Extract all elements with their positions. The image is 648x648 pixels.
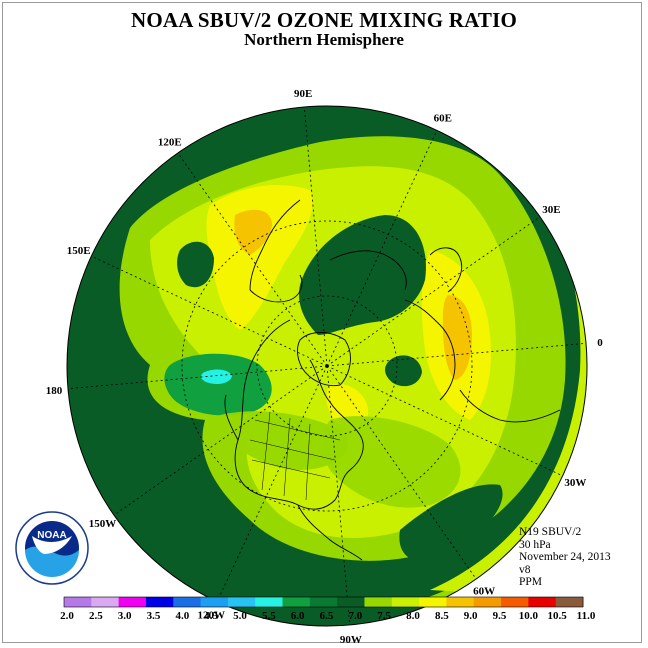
colorbar-label: 2.0: [60, 610, 74, 622]
version-label: v8: [519, 563, 531, 576]
date-label: November 24, 2013: [519, 551, 611, 563]
colorbar-label: 4.5: [204, 610, 218, 622]
colorbar-swatch: [64, 597, 92, 607]
colorbar-swatch: [419, 597, 447, 607]
meridian-line: [216, 365, 328, 602]
longitude-label: 150W: [89, 518, 117, 530]
colorbar-label: 10.5: [548, 610, 568, 622]
longitude-label: 150E: [67, 245, 91, 257]
meridian-line: [326, 365, 477, 580]
colorbar-swatch: [309, 597, 338, 607]
colorbar-label: 3.5: [147, 610, 161, 622]
colorbar-swatch: [473, 597, 502, 607]
longitude-label: 60W: [473, 585, 495, 597]
noaa-logo: NOAA: [15, 511, 89, 585]
longitude-label: 120E: [158, 137, 182, 149]
meridian-line: [326, 342, 587, 367]
pressure-level: 30 hPa: [519, 538, 551, 551]
chart-subtitle: Northern Hemisphere: [244, 30, 404, 49]
colorbar-label: 3.0: [118, 610, 132, 622]
coastlines: [224, 199, 561, 561]
colorbar-swatch: [391, 597, 420, 607]
colorbar-label: 6.5: [320, 610, 334, 622]
meridian-line: [326, 365, 563, 477]
colorbar-swatch: [501, 597, 529, 607]
colorbar-label: 5.0: [233, 610, 247, 622]
longitude-label: 30W: [564, 477, 586, 489]
meridian-line: [326, 365, 351, 626]
instrument-label: N19 SBUV/2: [519, 526, 582, 538]
longitude-label: 30E: [542, 204, 560, 216]
longitude-labels: 90E 60E 30E 0 30W 60W 90W 120W 150W 180 150E 120E: [46, 88, 603, 646]
colorbar-label: 4.0: [175, 610, 189, 622]
longitude-label: 60E: [434, 113, 452, 125]
meridian-line: [326, 130, 438, 367]
meridian-line: [67, 365, 328, 390]
colorbar-label: 11.0: [577, 610, 596, 622]
colorbar-label: 10.0: [519, 610, 539, 622]
meridian-line: [91, 255, 328, 367]
longitude-label: 90E: [294, 88, 312, 100]
colorbar-swatch: [255, 597, 284, 607]
colorbar-label: 7.0: [348, 610, 362, 622]
colorbar-swatch: [528, 597, 557, 607]
colorbar-label: 2.5: [89, 610, 103, 622]
colorbar-label: 7.5: [377, 610, 391, 622]
colorbar-swatch: [446, 597, 475, 607]
colorbar-swatch: [145, 597, 174, 607]
longitude-label: 180: [46, 385, 63, 397]
colorbar-swatch: [227, 597, 256, 607]
colorbar-label: 5.5: [262, 610, 276, 622]
longitude-label: 0: [597, 337, 603, 349]
colorbar-swatch: [173, 597, 202, 607]
info-block: N19 SBUV/2 30 hPa November 24, 2013 v8 P…: [519, 526, 611, 589]
colorbar-swatch: [118, 597, 147, 607]
colorbar-swatch: [364, 597, 393, 607]
colorbar-label: 8.5: [435, 610, 449, 622]
meridian-line: [303, 106, 328, 367]
colorbar-swatch: [200, 597, 229, 607]
colorbar-swatch: [91, 597, 120, 607]
plot-frame: [2, 2, 642, 643]
meridian-line: [113, 365, 328, 516]
meridian-line: [326, 216, 541, 367]
longitude-label: 120W: [197, 609, 225, 621]
longitude-label: 90W: [340, 634, 362, 646]
colorbar-label: 8.0: [406, 610, 420, 622]
colorbar-frame: [63, 596, 584, 608]
meridian-line: [177, 152, 328, 367]
colorbar-swatch: [555, 597, 584, 607]
colorbar: 2.0 2.5 3.0 3.5 4.0 4.5 5.0 5.5 6.0 6.5 7.0 7.5 8.0 8…: [60, 596, 596, 622]
meridian-lines: [67, 106, 587, 626]
colorbar-swatch: [337, 597, 365, 607]
units-label: PPM: [519, 576, 543, 588]
colorbar-label: 9.0: [464, 610, 478, 622]
latitude-circles: [181, 220, 473, 512]
chart-title: NOAA SBUV/2 OZONE MIXING RATIO: [131, 8, 517, 32]
map-boundary: [66, 105, 588, 627]
colorbar-label: 9.5: [493, 610, 507, 622]
logo-text: NOAA: [37, 530, 66, 541]
colorbar-label: 6.0: [291, 610, 305, 622]
colorbar-swatch: [282, 597, 311, 607]
